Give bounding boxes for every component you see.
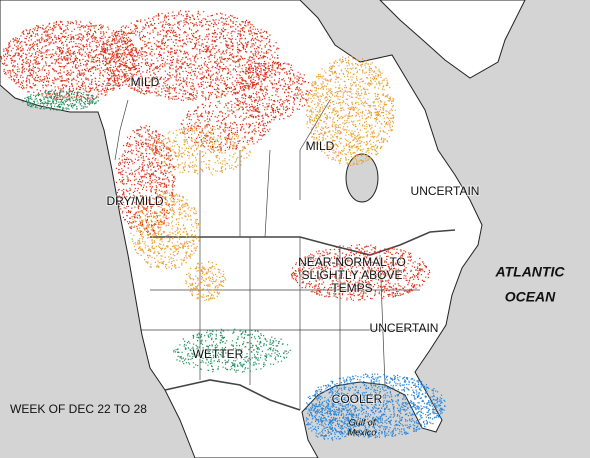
stipple-area (180, 100, 271, 152)
ocean-label: ATLANTIC (495, 264, 566, 280)
stipple-area (305, 400, 357, 441)
north-america-land (0, 0, 483, 458)
stipple-area (173, 328, 291, 373)
region-label: MILD (131, 75, 160, 89)
gulf-label: Gulf of (349, 417, 377, 427)
region-label: TEMPS (331, 281, 372, 295)
stipple-area (22, 90, 99, 111)
stipple-area (231, 60, 311, 121)
stipple-area (185, 261, 227, 302)
region-label: MILD (306, 139, 335, 153)
stipple-area (290, 244, 431, 301)
week-title: WEEK OF DEC 22 TO 28 (10, 402, 147, 416)
hudson-bay (345, 153, 379, 203)
greenland (379, 0, 526, 79)
stipple-area (305, 373, 446, 439)
region-label: NEAR-NORMAL TO (298, 255, 406, 269)
region-label: COOLER (332, 392, 383, 406)
stipple-area (115, 125, 176, 236)
labels: MILD MILD DRY/MILD UNCERTAIN NEAR-NORMAL… (10, 74, 566, 437)
region-label: DRY/MILD (106, 194, 163, 208)
gulf-label: Mexico (348, 427, 377, 437)
stipple-area (305, 56, 396, 166)
region-label: SLIGHTLY ABOVE (302, 268, 403, 282)
ocean-label: OCEAN (505, 289, 556, 305)
forecast-stipple (0, 10, 446, 441)
region-label: UNCERTAIN (411, 184, 480, 198)
region-label: UNCERTAIN (370, 321, 439, 335)
stipple-area (0, 20, 140, 101)
stipple-area (150, 125, 251, 176)
stipple-area (130, 190, 201, 270)
region-label: WETTER (193, 347, 244, 361)
stipple-area (100, 10, 280, 101)
